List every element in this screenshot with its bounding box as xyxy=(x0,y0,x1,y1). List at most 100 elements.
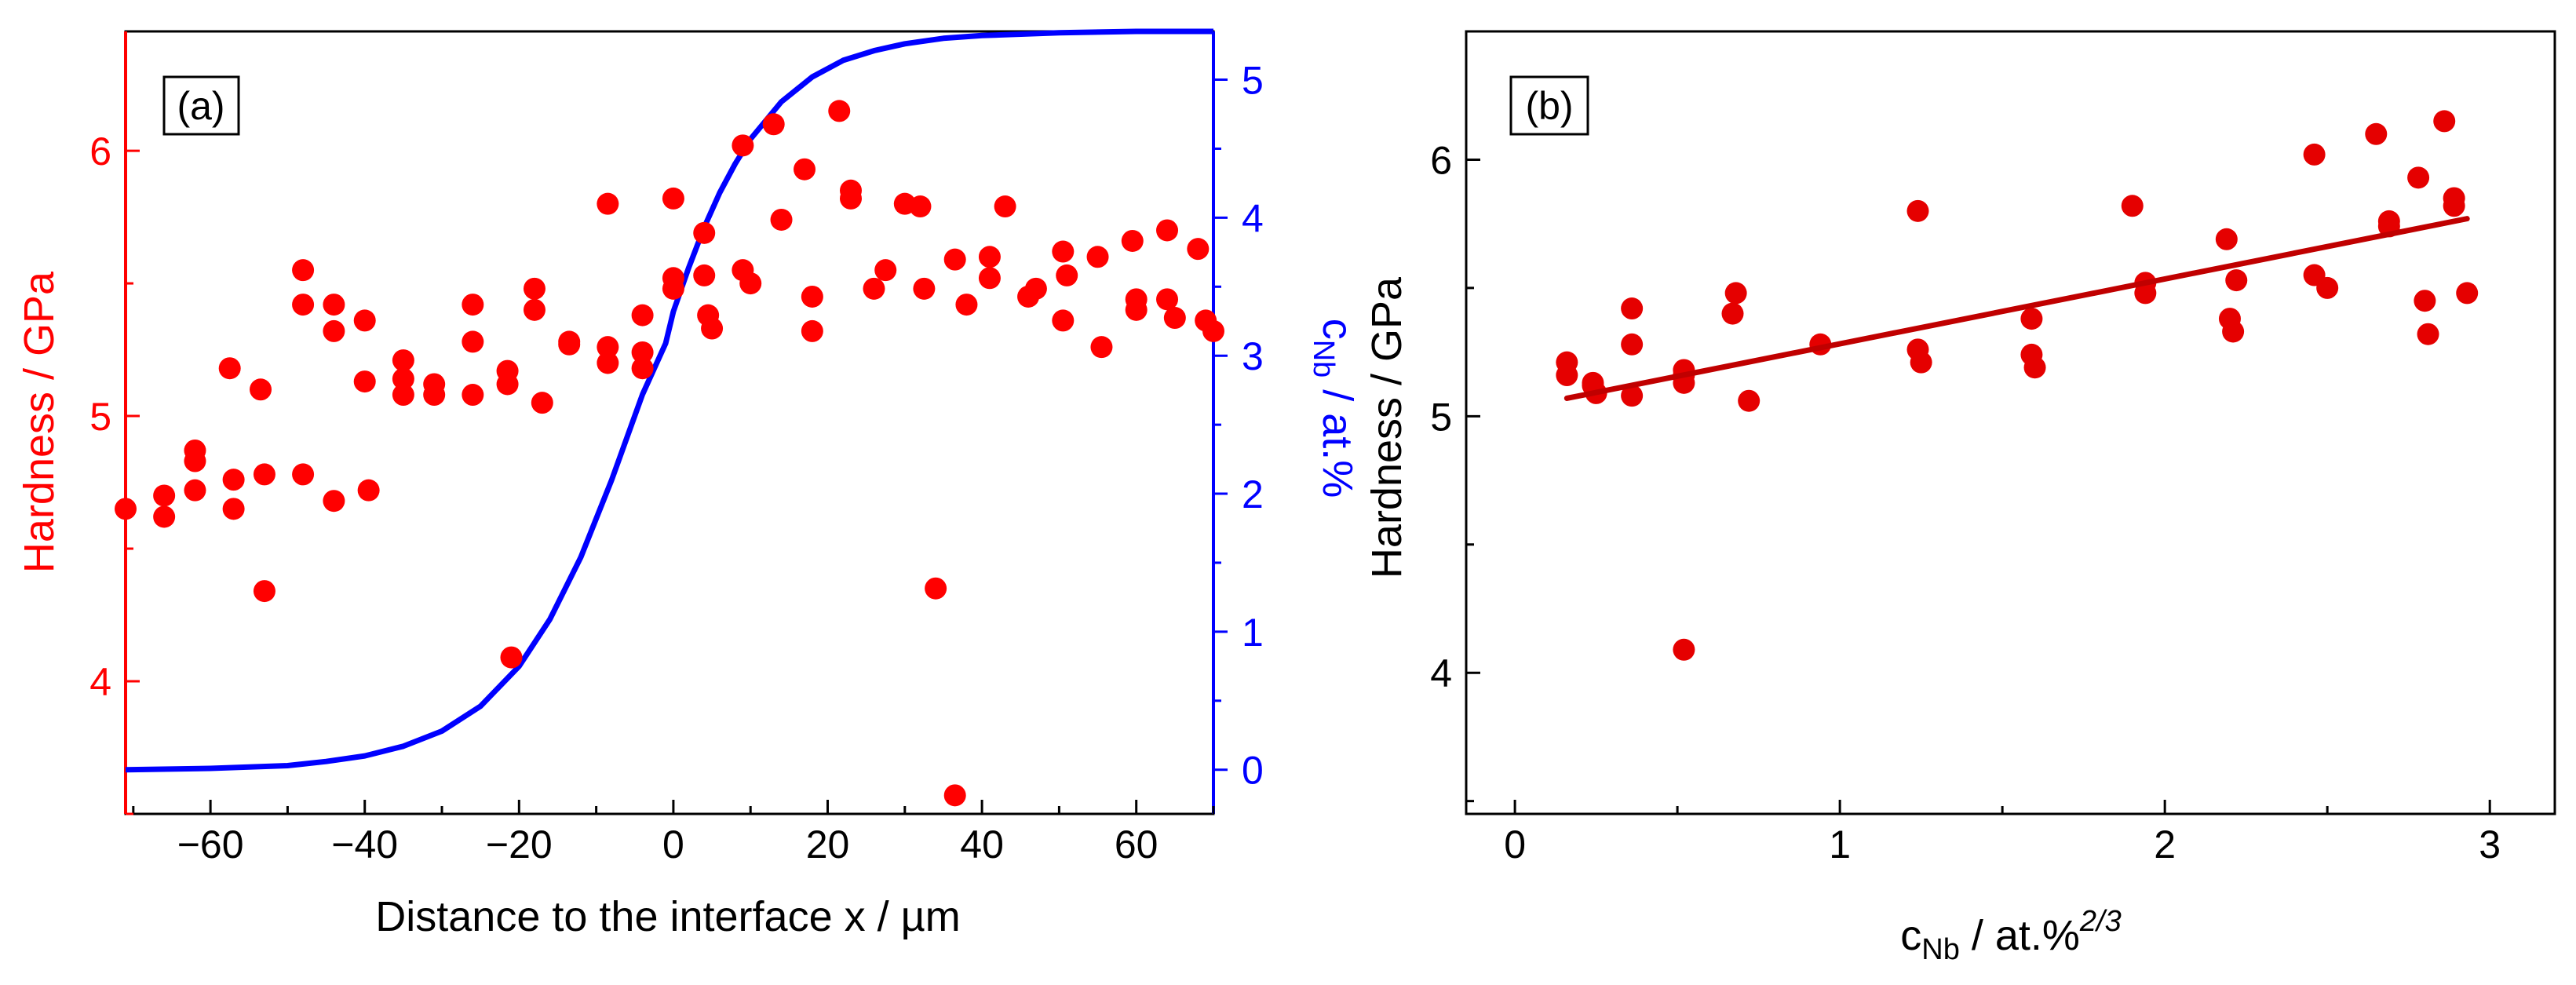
panel-a-data-point xyxy=(357,479,380,502)
panel-a-data-point xyxy=(253,580,275,603)
panel-a-data-point xyxy=(323,294,345,316)
panel-a-y2-axis-title: cNb / at.% xyxy=(1307,319,1361,498)
panel-a-data-point xyxy=(292,259,315,282)
panel-a-data-point xyxy=(253,463,275,486)
panel-a-y2-tick-label: 2 xyxy=(1242,472,1264,516)
panel-a-y2-tick-label: 3 xyxy=(1242,334,1264,378)
panel-a: −60 −40 −20 0 20 40 60 4 5 6 0 1 2 3 4 5 (a) Distance… xyxy=(16,28,1361,940)
panel-a-data-point xyxy=(1156,288,1179,311)
panel-b-data-point xyxy=(2121,195,2144,217)
panel-b-label: (b) xyxy=(1525,84,1573,128)
panel-a-data-point xyxy=(994,195,1016,218)
panel-b-frame xyxy=(1465,30,2556,815)
panel-a-data-point xyxy=(392,349,414,372)
panel-a-x-tick-label: −60 xyxy=(177,823,244,866)
panel-a-label-box xyxy=(162,75,240,136)
panel-a-data-point xyxy=(597,192,619,215)
panel-a-data-point xyxy=(392,384,414,407)
panel-b-x-title-sup: 2/3 xyxy=(2079,905,2122,938)
panel-b-data-point xyxy=(2414,290,2436,312)
panel-a-label: (a) xyxy=(177,84,224,128)
panel-a-x-tick-label: 0 xyxy=(662,823,684,866)
panel-b-data-point xyxy=(2417,323,2439,345)
panel-a-data-point xyxy=(558,333,581,356)
panel-a-y2-tick-label: 4 xyxy=(1242,196,1264,240)
panel-a-data-point xyxy=(462,294,484,316)
panel-a-data-point xyxy=(801,319,823,342)
panel-b-data-point xyxy=(1738,389,1761,412)
panel-a-data-point xyxy=(1090,336,1113,359)
panel-b-data-point xyxy=(2456,282,2479,305)
panel-a-data-point xyxy=(462,330,484,353)
panel-b-data-point xyxy=(1673,638,1695,661)
panel-a-y-tick-label: 5 xyxy=(89,395,111,439)
panel-a-y-tick-label: 6 xyxy=(89,130,111,173)
panel-b-y-tick-label: 5 xyxy=(1430,395,1452,439)
panel-a-data-point xyxy=(770,208,793,231)
panel-a-x-ticks: −60 −40 −20 0 20 40 60 xyxy=(132,800,1215,866)
panel-a-hardness-points xyxy=(115,100,1224,807)
panel-a-y2-tick-label: 1 xyxy=(1242,611,1264,655)
panel-a-data-point xyxy=(1202,319,1224,342)
panel-a-data-point xyxy=(693,264,716,286)
panel-a-data-point xyxy=(292,463,315,486)
panel-b-x-tick-label: 3 xyxy=(2479,823,2501,866)
panel-a-data-point xyxy=(1056,264,1078,286)
panel-b-data-point xyxy=(2020,308,2043,330)
panel-a-data-point xyxy=(153,505,176,528)
panel-a-cnb-curve-group xyxy=(125,28,1213,773)
panel-a-y2-title-rest: / at.% xyxy=(1314,378,1361,498)
panel-b-data-point xyxy=(1724,282,1747,305)
panel-b-data-point xyxy=(2225,269,2248,292)
panel-a-data-point xyxy=(1121,229,1144,252)
panel-a-data-point xyxy=(840,187,862,210)
panel-b-x-title-main: c xyxy=(1900,912,1921,959)
panel-a-y2-title-main: c xyxy=(1314,319,1361,340)
panel-a-data-point xyxy=(323,319,345,342)
panel-b-data-point xyxy=(1721,302,1744,325)
panel-a-data-point xyxy=(323,490,345,513)
panel-a-data-point xyxy=(762,113,785,136)
panel-a-y-ticks: 4 5 6 xyxy=(89,130,140,815)
panel-a-data-point xyxy=(531,392,553,414)
panel-a-data-point xyxy=(1187,238,1210,261)
panel-a-data-point xyxy=(222,469,245,491)
panel-b-data-point xyxy=(2023,356,2046,379)
panel-b-fit-group xyxy=(1563,216,2470,401)
panel-b-hardness-points xyxy=(1556,110,2479,661)
panel-a-data-point xyxy=(739,272,762,295)
panel-b: 0 1 2 3 4 5 6 (b) cNb / at.%2/3 Hardness / GP… xyxy=(1363,30,2556,966)
panel-a-data-point xyxy=(292,294,315,316)
panel-b-y-axis-title: Hardness / GPa xyxy=(1363,276,1410,578)
panel-a-data-point xyxy=(523,298,545,321)
panel-a-data-point xyxy=(909,195,932,218)
panel-a-data-point xyxy=(1052,240,1075,263)
panel-a-data-point xyxy=(1156,219,1179,242)
panel-a-data-point xyxy=(863,277,885,300)
panel-a-data-point xyxy=(943,784,966,807)
panel-a-data-point xyxy=(222,498,245,520)
panel-b-data-point xyxy=(2222,320,2245,343)
panel-b-x-title-rest: / at.% xyxy=(1960,912,2080,959)
panel-a-x-tick-label: 40 xyxy=(960,823,1004,866)
panel-a-x-tick-label: −20 xyxy=(486,823,553,866)
panel-a-data-point xyxy=(218,357,241,380)
panel-a-data-point xyxy=(496,373,519,396)
panel-b-data-point xyxy=(1621,297,1644,320)
panel-b-x-tick-label: 2 xyxy=(2154,823,2176,866)
panel-a-y2-ticks: 0 1 2 3 4 5 xyxy=(1213,59,1264,793)
panel-a-data-point xyxy=(925,577,947,600)
panel-a-data-point xyxy=(874,259,897,282)
panel-a-data-point xyxy=(153,484,176,507)
panel-b-data-point xyxy=(2443,195,2465,217)
panel-a-y2-tick-label: 5 xyxy=(1242,59,1264,103)
panel-a-data-point xyxy=(943,248,966,271)
panel-b-data-point xyxy=(1556,364,1578,387)
panel-a-data-point xyxy=(500,646,523,669)
panel-a-data-point xyxy=(662,277,684,300)
panel-b-data-point xyxy=(1621,385,1644,407)
panel-a-data-point xyxy=(1086,246,1109,268)
panel-a-data-point xyxy=(631,341,654,363)
panel-a-data-point xyxy=(597,352,619,374)
